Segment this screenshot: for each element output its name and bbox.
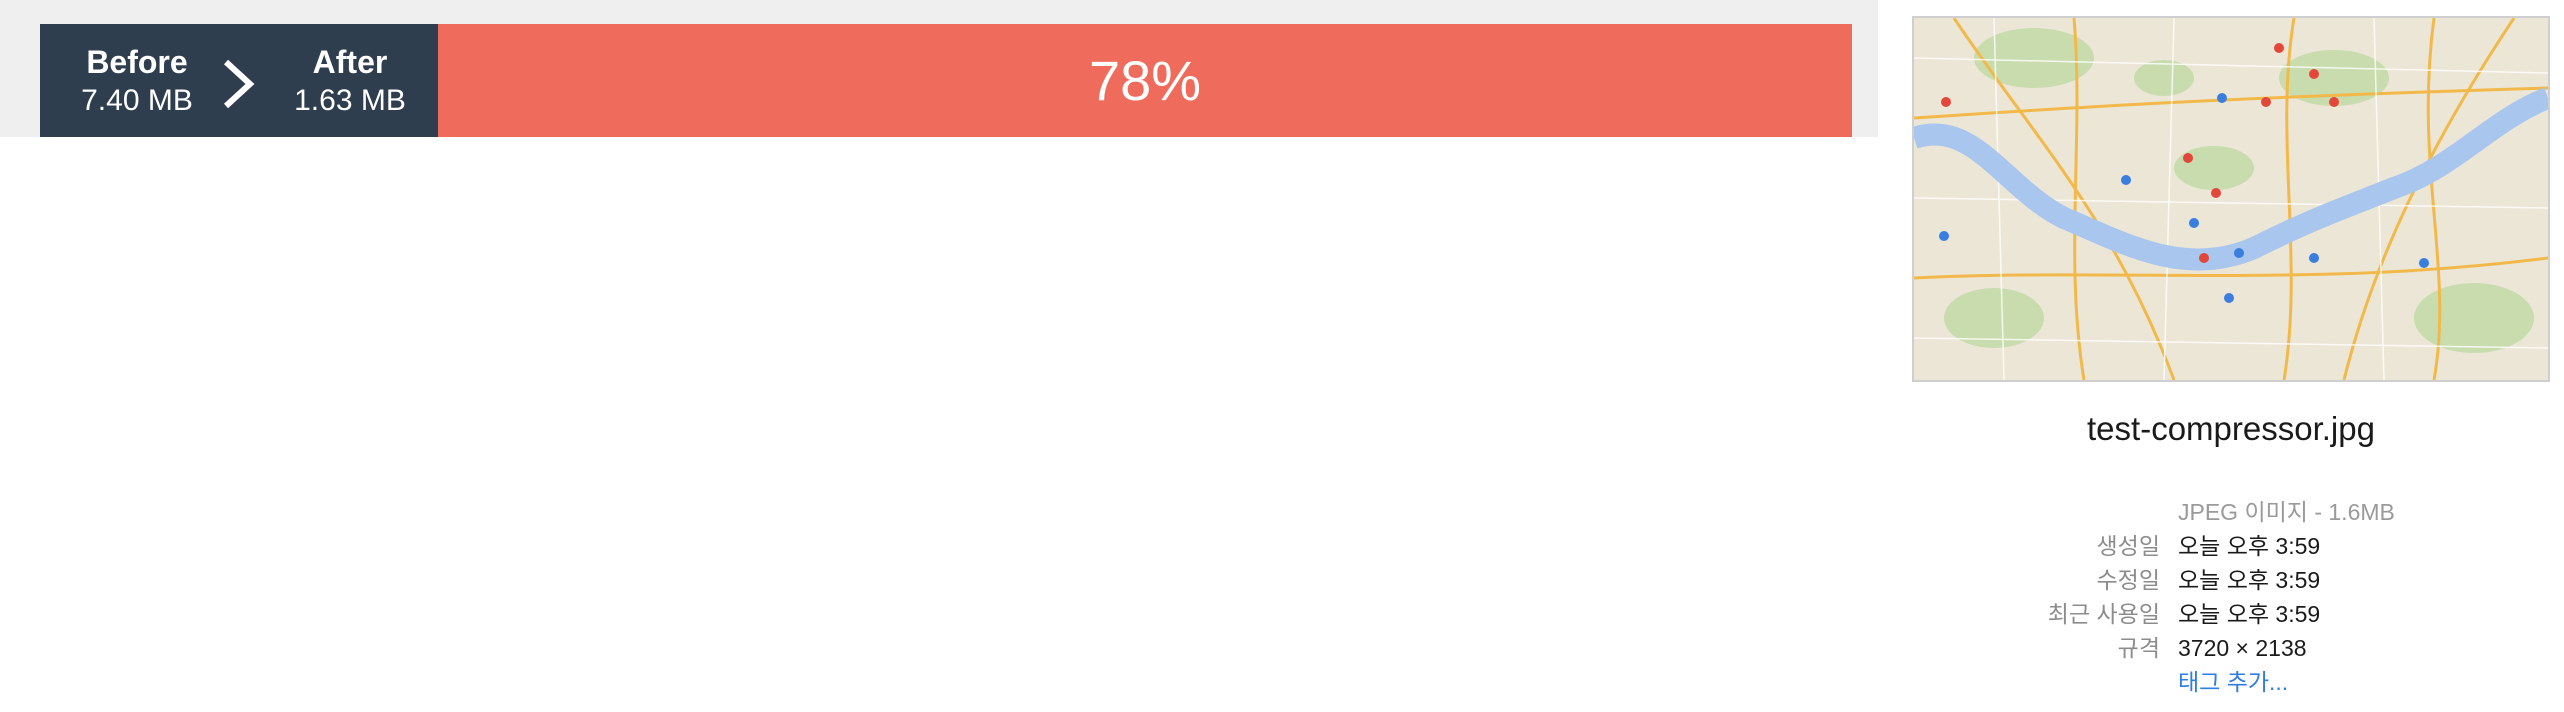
info-key: 최근 사용일 bbox=[2047, 601, 2160, 627]
map-thumbnail-image bbox=[1914, 18, 2548, 380]
file-name: test-compressor.jpg bbox=[2087, 410, 2375, 447]
info-value: 오늘 오후 3:59 bbox=[2178, 601, 2321, 627]
info-key: 규격 bbox=[2117, 635, 2160, 661]
add-tags-link[interactable]: 태그 추가... bbox=[2178, 669, 2289, 695]
after-size: After 1.63 MB bbox=[285, 42, 415, 120]
before-label: Before bbox=[86, 44, 188, 80]
before-size: Before 7.40 MB bbox=[72, 42, 202, 120]
info-value: 3720 × 2138 bbox=[2178, 635, 2307, 661]
compression-result: Before 7.40 MB After 1.63 MB 78% bbox=[40, 24, 1852, 137]
image-thumbnail[interactable] bbox=[1912, 16, 2550, 382]
info-value: 오늘 오후 3:59 bbox=[2178, 533, 2321, 559]
savings-percent-bar: 78% bbox=[438, 24, 1852, 137]
size-comparison-panel: Before 7.40 MB After 1.63 MB bbox=[40, 24, 438, 137]
before-value: 7.40 MB bbox=[81, 84, 193, 117]
file-kind: JPEG 이미지 - 1.6MB bbox=[2178, 499, 2395, 525]
after-value: 1.63 MB bbox=[294, 84, 406, 117]
info-value: 오늘 오후 3:59 bbox=[2178, 567, 2321, 593]
info-key: 수정일 bbox=[2096, 567, 2160, 593]
savings-percent: 78% bbox=[1088, 49, 1202, 112]
chevron-right-icon bbox=[223, 59, 255, 109]
info-key: 생성일 bbox=[2096, 533, 2160, 559]
after-label: After bbox=[312, 44, 388, 80]
